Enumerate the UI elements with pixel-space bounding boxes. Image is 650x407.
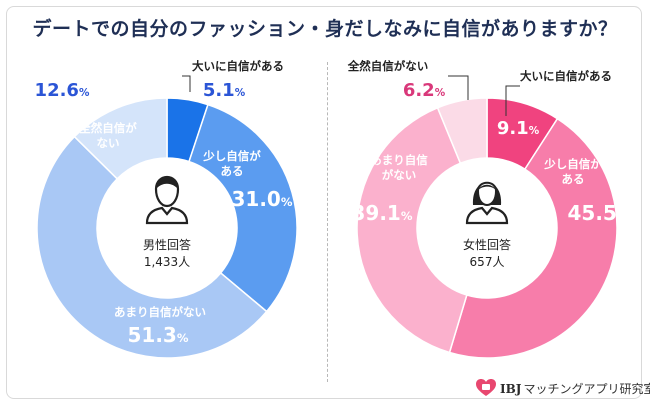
center-label: 男性回答 [143, 237, 191, 252]
slice-label: あまり自信がない [114, 305, 206, 319]
center-count: 1,433人 [144, 255, 190, 269]
male-user-icon [145, 175, 189, 225]
slice-value: 9.1% [497, 118, 540, 139]
slice-label: 少し自信が [202, 149, 261, 163]
slice-label: がない [382, 168, 417, 182]
slice-label: あまり自信 [370, 153, 428, 167]
slice-value: 51.3% [128, 323, 189, 347]
slice-label: 大いに自信がある [192, 59, 284, 73]
slice-label: ある [562, 172, 585, 186]
leader-line [448, 75, 469, 100]
slice-label: 少し自信が [543, 157, 602, 171]
slice-label: 大いに自信がある [520, 69, 612, 83]
slice-label: 全然自信がない [347, 59, 429, 73]
donut-hole [417, 158, 557, 298]
slice-value: 12.6% [35, 80, 90, 101]
slice-value: 6.2% [403, 80, 446, 101]
center-count: 657人 [470, 255, 505, 269]
chart-title: デートでの自分のファッション・身だしなみに自信がありますか？ [32, 18, 618, 40]
female-user-icon [465, 181, 509, 225]
slice-value: 39.1% [352, 201, 413, 225]
leader-line [182, 75, 191, 92]
slice-label: ない [97, 136, 120, 150]
chart-divider [327, 62, 328, 382]
slice-value: 45.5% [568, 201, 629, 225]
logo-brand: IBJ [500, 381, 522, 396]
center-label: 女性回答 [463, 237, 511, 252]
slice-value: 5.1% [203, 80, 246, 101]
donut-hole [97, 158, 237, 298]
slice-label: 全然自信が [78, 121, 137, 135]
leader-line [505, 85, 520, 116]
brand-logo: IBJ マッチングアプリ研究室 [476, 378, 650, 398]
slice-label: ある [221, 164, 244, 178]
logo-text: マッチングアプリ研究室 [523, 381, 650, 396]
heart-logo-icon [476, 379, 496, 396]
slice-value: 31.0% [232, 187, 293, 211]
